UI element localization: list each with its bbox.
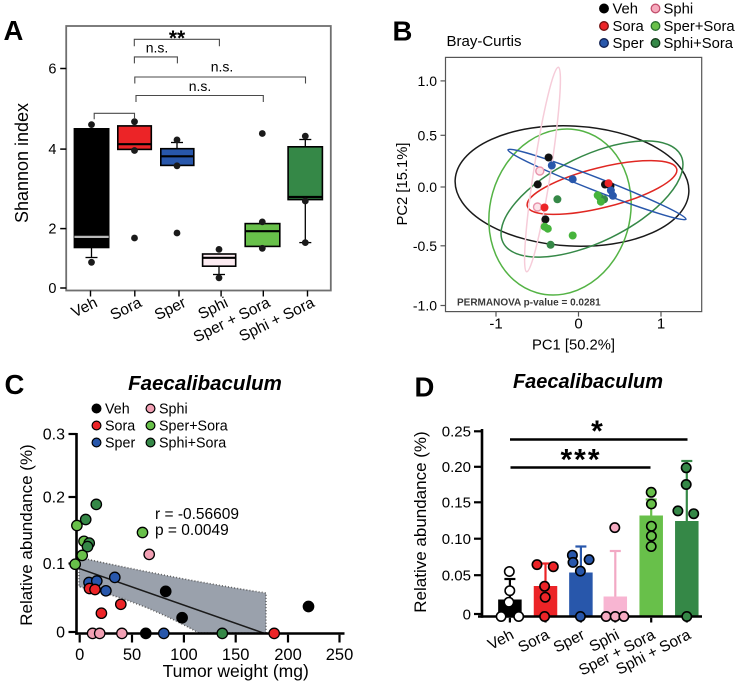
svg-text:1.0: 1.0: [418, 73, 438, 89]
svg-text:Faecalibaculum: Faecalibaculum: [128, 372, 282, 395]
svg-text:Sper+Sora: Sper+Sora: [159, 419, 228, 435]
svg-text:A: A: [4, 15, 24, 46]
svg-text:Shannon index: Shannon index: [12, 103, 32, 223]
svg-text:0.2: 0.2: [43, 490, 65, 507]
svg-text:n.s.: n.s.: [189, 78, 212, 94]
svg-text:***: ***: [560, 444, 601, 477]
svg-text:Tumor weight (mg): Tumor weight (mg): [163, 661, 309, 681]
svg-text:Sphi: Sphi: [664, 2, 694, 18]
svg-text:**: **: [169, 27, 186, 50]
svg-text:Sper: Sper: [105, 436, 135, 452]
svg-text:PC2 [15.1%]: PC2 [15.1%]: [395, 142, 411, 225]
svg-text:0: 0: [75, 646, 84, 664]
svg-text:Relative abundance (%): Relative abundance (%): [17, 444, 36, 625]
svg-text:Faecalibaculum: Faecalibaculum: [513, 371, 663, 393]
svg-text:50: 50: [123, 646, 141, 664]
svg-text:-1.0: -1.0: [413, 298, 437, 314]
svg-text:PC1 [50.2%]: PC1 [50.2%]: [532, 338, 615, 354]
svg-text:250: 250: [326, 646, 354, 664]
svg-text:Veh: Veh: [613, 2, 639, 18]
svg-text:n.s.: n.s.: [146, 40, 169, 56]
svg-text:p = 0.0049: p = 0.0049: [155, 522, 229, 539]
svg-text:Sper: Sper: [613, 36, 644, 52]
svg-text:Relative abundance (%): Relative abundance (%): [411, 431, 430, 612]
svg-text:Sora: Sora: [613, 19, 645, 35]
svg-text:n.s.: n.s.: [211, 59, 234, 75]
svg-text:0.1: 0.1: [43, 556, 65, 573]
svg-text:B: B: [393, 16, 413, 47]
svg-text:0: 0: [48, 281, 56, 297]
svg-text:Veh: Veh: [105, 402, 130, 418]
svg-text:100: 100: [170, 646, 198, 664]
svg-text:0.20: 0.20: [442, 459, 471, 476]
svg-text:-0.5: -0.5: [413, 238, 437, 254]
svg-text:PERMANOVA p-value = 0.0281: PERMANOVA p-value = 0.0281: [457, 298, 601, 309]
svg-text:200: 200: [274, 646, 302, 664]
svg-text:1: 1: [657, 316, 665, 333]
svg-text:6: 6: [48, 62, 56, 78]
svg-text:0.0: 0.0: [418, 179, 438, 195]
svg-text:Sphi+Sora: Sphi+Sora: [664, 36, 734, 52]
svg-text:0: 0: [56, 625, 65, 642]
svg-text:C: C: [5, 369, 25, 400]
svg-text:Sphi+Sora: Sphi+Sora: [159, 436, 226, 452]
svg-text:0: 0: [574, 316, 582, 333]
svg-text:0.25: 0.25: [442, 424, 471, 441]
svg-text:-1: -1: [489, 316, 502, 333]
svg-text:4: 4: [48, 142, 56, 158]
svg-text:150: 150: [222, 646, 250, 664]
svg-text:*: *: [591, 415, 603, 448]
svg-text:Bray-Curtis: Bray-Curtis: [446, 33, 521, 50]
svg-text:Sper+Sora: Sper+Sora: [664, 19, 736, 35]
svg-text:r = -0.56609: r = -0.56609: [155, 506, 239, 523]
svg-text:0.05: 0.05: [442, 568, 471, 585]
svg-text:0.3: 0.3: [43, 427, 65, 444]
svg-text:Sora: Sora: [105, 419, 135, 435]
svg-text:0.5: 0.5: [418, 127, 438, 143]
svg-text:D: D: [415, 372, 435, 403]
svg-text:0.10: 0.10: [442, 531, 471, 548]
svg-text:Sphi: Sphi: [159, 402, 188, 418]
svg-text:0.15: 0.15: [442, 495, 471, 512]
svg-text:2: 2: [48, 222, 56, 238]
svg-text:0: 0: [463, 606, 471, 623]
